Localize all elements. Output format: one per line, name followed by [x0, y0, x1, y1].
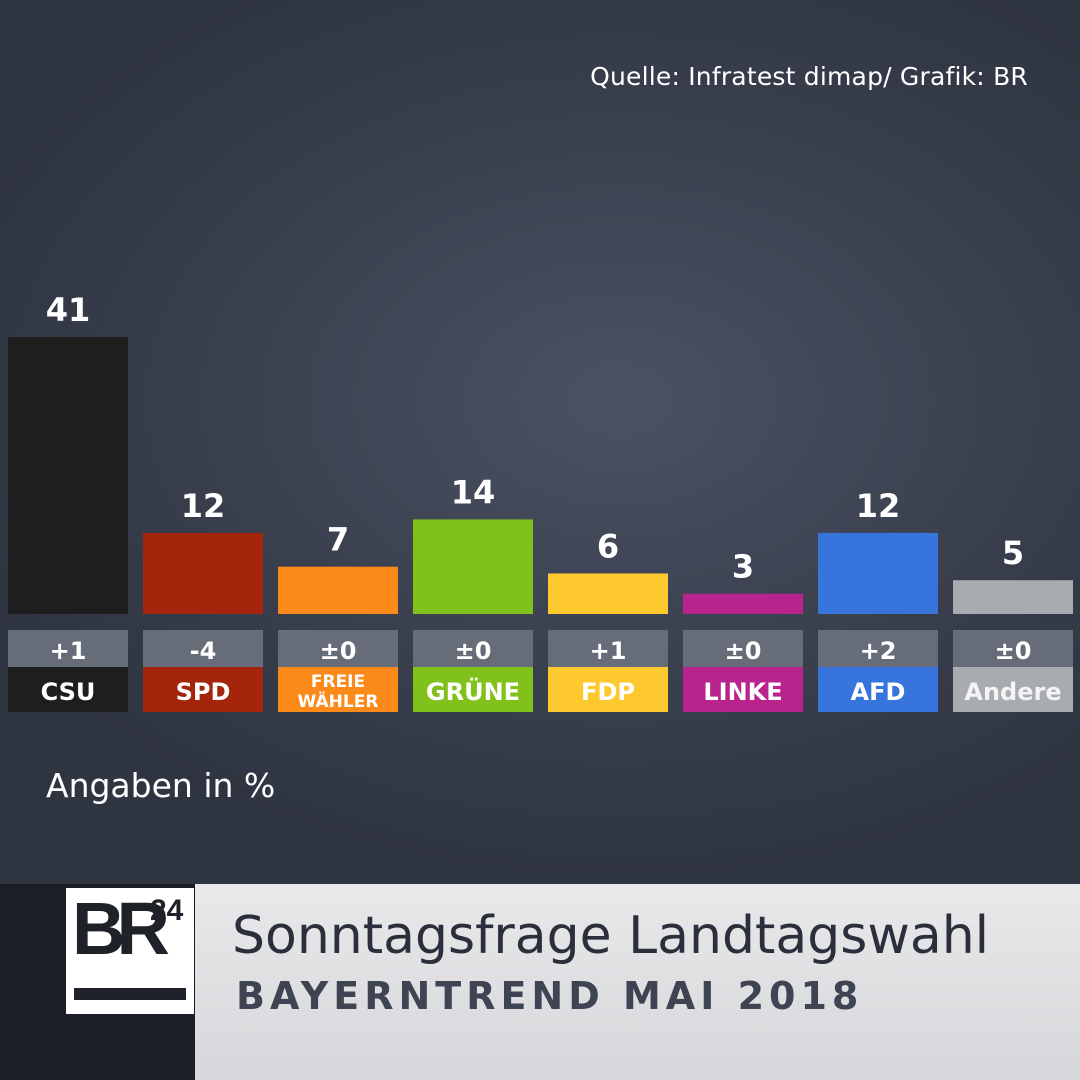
change-box-spd	[143, 630, 263, 667]
name-box-linke	[683, 667, 803, 712]
value-label-afd: 12	[856, 487, 901, 525]
value-label-csu: 41	[46, 291, 91, 329]
name-box-andere	[953, 667, 1073, 712]
change-label-spd: -4	[190, 637, 217, 665]
category-label-afd: AFD	[851, 678, 906, 706]
change-label-linke: ±0	[725, 637, 762, 665]
change-label-csu: +1	[50, 637, 87, 665]
footer-title-panel	[195, 884, 1080, 1080]
category-label-freie-wähler-line-2: WÄHLER	[298, 690, 379, 712]
unit-note: Angaben in %	[46, 766, 276, 805]
change-box-linke	[683, 630, 803, 667]
category-label-linke: LINKE	[703, 678, 782, 706]
value-label-spd: 12	[181, 487, 226, 525]
bar-csu	[8, 337, 128, 614]
bar-fdp	[548, 573, 668, 614]
bar-afd	[818, 532, 938, 614]
change-box-grüne	[413, 630, 533, 667]
category-label-andere: Andere	[964, 678, 1061, 706]
change-box-afd	[818, 630, 938, 667]
logo-wordmark: BR	[72, 887, 170, 970]
graphic-subtitle: BAYERNTREND MAI 2018	[236, 974, 864, 1018]
change-label-andere: ±0	[995, 637, 1032, 665]
logo-underline	[74, 988, 186, 1000]
change-label-fdp: +1	[590, 637, 627, 665]
source-credit: Quelle: Infratest dimap/ Grafik: BR	[590, 62, 1028, 91]
category-label-grüne: GRÜNE	[426, 676, 520, 706]
name-box-csu	[8, 667, 128, 712]
bar-spd	[143, 532, 263, 614]
change-label-afd: +2	[860, 637, 897, 665]
change-box-fdp	[548, 630, 668, 667]
name-box-fdp	[548, 667, 668, 712]
bar-grüne	[413, 519, 533, 614]
value-label-grüne: 14	[451, 473, 496, 511]
bar-andere	[953, 580, 1073, 614]
name-box-spd	[143, 667, 263, 712]
change-label-freie-wähler: ±0	[320, 637, 357, 665]
change-box-freie-wähler	[278, 630, 398, 667]
category-label-csu: CSU	[41, 678, 96, 706]
change-label-grüne: ±0	[455, 637, 492, 665]
change-box-csu	[8, 630, 128, 667]
category-label-spd: SPD	[176, 678, 231, 706]
logo-number: 24	[150, 894, 184, 927]
value-label-linke: 3	[732, 548, 754, 586]
bar-freie-wähler	[278, 566, 398, 614]
name-box-grüne	[413, 667, 533, 712]
value-label-fdp: 6	[597, 527, 619, 565]
br24-logo: BR 24	[66, 888, 194, 1014]
bar-linke	[683, 593, 803, 614]
change-box-andere	[953, 630, 1073, 667]
category-label-fdp: FDP	[581, 678, 635, 706]
graphic-title: Sonntagsfrage Landtagswahl	[232, 906, 990, 966]
name-box-freie-wähler	[278, 667, 398, 712]
value-label-andere: 5	[1002, 534, 1024, 572]
name-box-afd	[818, 667, 938, 712]
value-label-freie-wähler: 7	[327, 521, 349, 559]
category-label-freie-wähler-line-1: FREIE	[311, 672, 365, 692]
